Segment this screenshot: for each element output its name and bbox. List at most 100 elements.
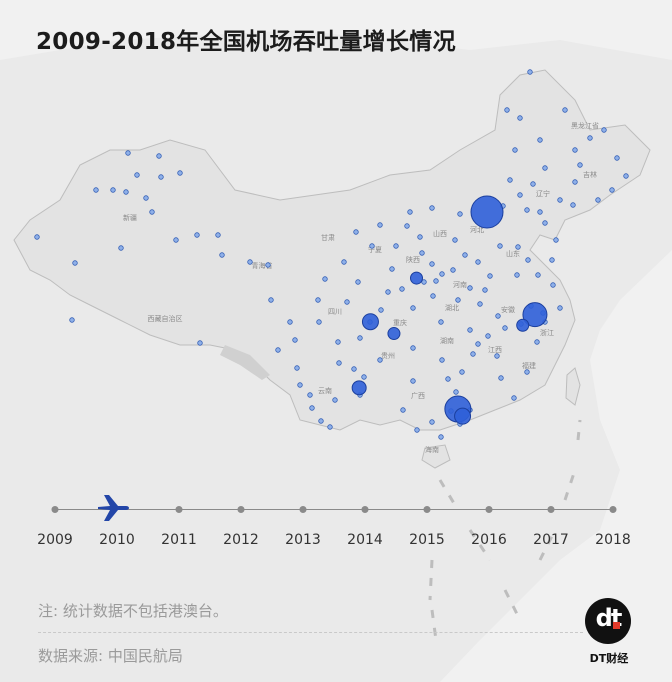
minor-airport-marker [535, 272, 541, 278]
minor-airport-marker [433, 278, 439, 284]
minor-airport-marker [438, 434, 444, 440]
timeline-tick-2015[interactable] [423, 506, 431, 513]
minor-airport-marker [577, 162, 583, 168]
minor-airport-marker [512, 147, 518, 153]
province-label-xinjiang: 新疆 [123, 213, 137, 222]
dt-logo: dt [585, 598, 631, 644]
minor-airport-marker [550, 282, 556, 288]
minor-airport-marker [110, 187, 116, 193]
minor-airport-marker [429, 261, 435, 267]
minor-airport-marker [470, 351, 476, 357]
minor-airport-marker [614, 155, 620, 161]
timeline-tick-2011[interactable] [175, 506, 183, 513]
minor-airport-marker [318, 418, 324, 424]
timeline-tick-2012[interactable] [237, 506, 245, 513]
airport-bubble-hangzhou[interactable] [516, 318, 530, 332]
year-label-2012[interactable]: 2012 [223, 532, 259, 548]
minor-airport-marker [414, 427, 420, 433]
minor-airport-marker [194, 232, 200, 238]
minor-airport-marker [344, 299, 350, 305]
year-label-2009[interactable]: 2009 [37, 532, 73, 548]
minor-airport-marker [537, 137, 543, 143]
minor-airport-marker [438, 319, 444, 325]
minor-airport-marker [537, 209, 543, 215]
year-label-2016[interactable]: 2016 [471, 532, 507, 548]
airport-bubble-chongqing[interactable] [387, 327, 401, 341]
timeline-tick-2018[interactable] [609, 506, 617, 513]
minor-airport-marker [143, 195, 149, 201]
minor-airport-marker [177, 170, 183, 176]
minor-airport-marker [457, 211, 463, 217]
airport-bubble-beijing[interactable] [470, 195, 504, 229]
minor-airport-marker [369, 243, 375, 249]
minor-airport-marker [495, 313, 501, 319]
airport-bubble-xian[interactable] [410, 271, 423, 285]
minor-airport-marker [134, 172, 140, 178]
minor-airport-marker [215, 232, 221, 238]
timeline-tick-2014[interactable] [361, 506, 369, 513]
year-label-2010[interactable]: 2010 [99, 532, 135, 548]
minor-airport-marker [316, 319, 322, 325]
minor-airport-marker [265, 262, 271, 268]
minor-airport-marker [336, 360, 342, 366]
minor-airport-marker [504, 107, 510, 113]
minor-airport-marker [219, 252, 225, 258]
province-label-zhejiang: 浙江 [540, 328, 554, 337]
minor-airport-marker [357, 335, 363, 341]
timeline-tick-2013[interactable] [299, 506, 307, 513]
minor-airport-marker [549, 257, 555, 263]
minor-airport-marker [557, 305, 563, 311]
timeline-tick-2016[interactable] [485, 506, 493, 513]
minor-airport-marker [557, 197, 563, 203]
minor-airport-marker [389, 266, 395, 272]
minor-airport-marker [524, 207, 530, 213]
province-label-henan: 河南 [453, 280, 467, 289]
year-label-2015[interactable]: 2015 [409, 532, 445, 548]
year-label-2011[interactable]: 2011 [161, 532, 197, 548]
minor-airport-marker [385, 289, 391, 295]
minor-airport-marker [322, 276, 328, 282]
minor-airport-marker [452, 237, 458, 243]
logo-text: dt [595, 604, 623, 632]
minor-airport-marker [315, 297, 321, 303]
minor-airport-marker [507, 177, 513, 183]
airport-bubble-chengdu[interactable] [361, 313, 379, 331]
minor-airport-marker [517, 192, 523, 198]
minor-airport-marker [482, 287, 488, 293]
nine-dash-line [428, 419, 582, 641]
minor-airport-marker [292, 337, 298, 343]
minor-airport-marker [268, 297, 274, 303]
minor-airport-marker [439, 271, 445, 277]
minor-airport-marker [197, 340, 203, 346]
timeline-tick-2017[interactable] [547, 506, 555, 513]
year-label-2014[interactable]: 2014 [347, 532, 383, 548]
minor-airport-marker [410, 305, 416, 311]
minor-airport-marker [477, 301, 483, 307]
airplane-icon[interactable] [96, 493, 130, 523]
airport-bubble-shanghai[interactable] [522, 302, 548, 328]
minor-airport-marker [475, 341, 481, 347]
year-label-2013[interactable]: 2013 [285, 532, 321, 548]
minor-airport-marker [445, 376, 451, 382]
minor-airport-marker [247, 259, 253, 265]
year-label-2017[interactable]: 2017 [533, 532, 569, 548]
minor-airport-marker [335, 339, 341, 345]
timeline-tick-2009[interactable] [51, 506, 59, 513]
minor-airport-marker [417, 234, 423, 240]
minor-airport-marker [527, 69, 533, 75]
minor-airport-marker [429, 419, 435, 425]
minor-airport-marker [69, 317, 75, 323]
airport-bubble-shenzhen[interactable] [454, 407, 472, 425]
year-label-2018[interactable]: 2018 [595, 532, 631, 548]
minor-airport-marker [429, 205, 435, 211]
minor-airport-marker [453, 389, 459, 395]
minor-airport-marker [353, 229, 359, 235]
minor-airport-marker [450, 267, 456, 273]
minor-airport-marker [361, 374, 367, 380]
airport-bubble-kunming[interactable] [351, 380, 367, 396]
minor-airport-marker [294, 365, 300, 371]
province-label-hebei: 河北 [470, 226, 484, 234]
minor-airport-marker [400, 407, 406, 413]
minor-airport-marker [430, 293, 436, 299]
province-label-hubei: 湖北 [445, 303, 459, 312]
